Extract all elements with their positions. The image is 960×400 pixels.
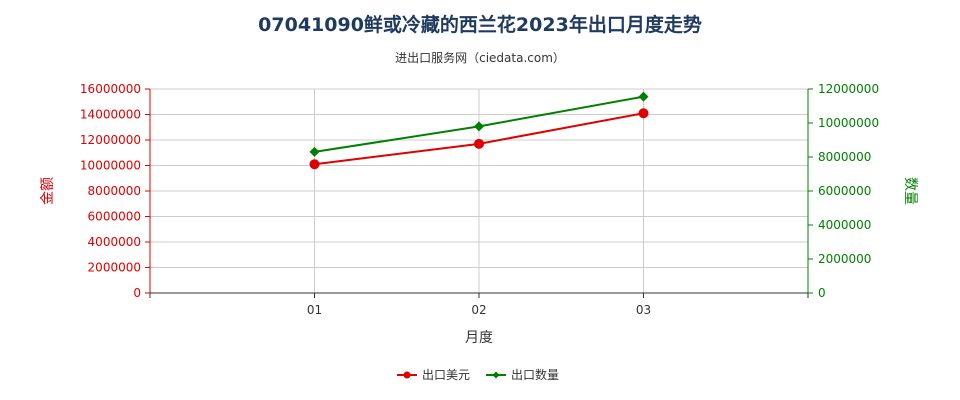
tick-label-left: 2000000 bbox=[88, 261, 141, 275]
legend-marker bbox=[492, 371, 500, 379]
data-point-series-1 bbox=[474, 138, 484, 149]
legend-label: 出口美元 bbox=[422, 368, 470, 382]
tick-label-left: 10000000 bbox=[80, 159, 141, 173]
tick-label-right: 8000000 bbox=[818, 150, 871, 164]
data-point-series-2 bbox=[474, 121, 484, 132]
data-point-series-1 bbox=[309, 159, 320, 170]
tick-label-x: 02 bbox=[471, 303, 486, 317]
data-point-series-2 bbox=[638, 91, 649, 102]
grid-lines bbox=[149, 88, 809, 294]
y-axis-label-right: 数量 bbox=[902, 177, 918, 205]
tick-label-left: 14000000 bbox=[80, 108, 141, 122]
legend-marker bbox=[403, 371, 411, 379]
tick-label-left: 12000000 bbox=[80, 133, 141, 147]
data-point-series-2 bbox=[309, 146, 320, 157]
tick-label-right: 2000000 bbox=[818, 252, 871, 266]
data-point-series-1 bbox=[638, 108, 649, 119]
series-layer bbox=[309, 91, 649, 170]
axes bbox=[145, 88, 813, 298]
tick-label-x: 03 bbox=[636, 303, 651, 317]
tick-label-left: 0 bbox=[133, 286, 141, 300]
tick-label-right: 6000000 bbox=[818, 184, 871, 198]
chart-title: 07041090鲜或冷藏的西兰花2023年出口月度走势 bbox=[258, 14, 702, 36]
tick-labels: 0 2000000 4000000 6000000 8000000 10000000 120… bbox=[80, 82, 879, 317]
legend: 出口美元 出口数量 bbox=[397, 367, 559, 382]
tick-label-left: 8000000 bbox=[88, 184, 141, 198]
x-axis-label: 月度 bbox=[465, 330, 493, 346]
legend-item: 出口美元 bbox=[397, 368, 470, 382]
legend-label: 出口数量 bbox=[511, 367, 559, 382]
tick-label-x: 01 bbox=[307, 303, 322, 317]
chart-subtitle: 进出口服务网（ciedata.com） bbox=[395, 51, 565, 65]
tick-label-right: 10000000 bbox=[818, 116, 879, 130]
tick-label-left: 6000000 bbox=[88, 210, 141, 224]
legend-item: 出口数量 bbox=[486, 367, 559, 382]
tick-label-right: 0 bbox=[818, 286, 826, 300]
tick-label-right: 12000000 bbox=[818, 82, 879, 96]
tick-label-left: 4000000 bbox=[88, 235, 141, 249]
tick-label-right: 4000000 bbox=[818, 218, 871, 232]
y-axis-label-left: 金额 bbox=[40, 177, 56, 205]
tick-label-left: 16000000 bbox=[80, 82, 141, 96]
